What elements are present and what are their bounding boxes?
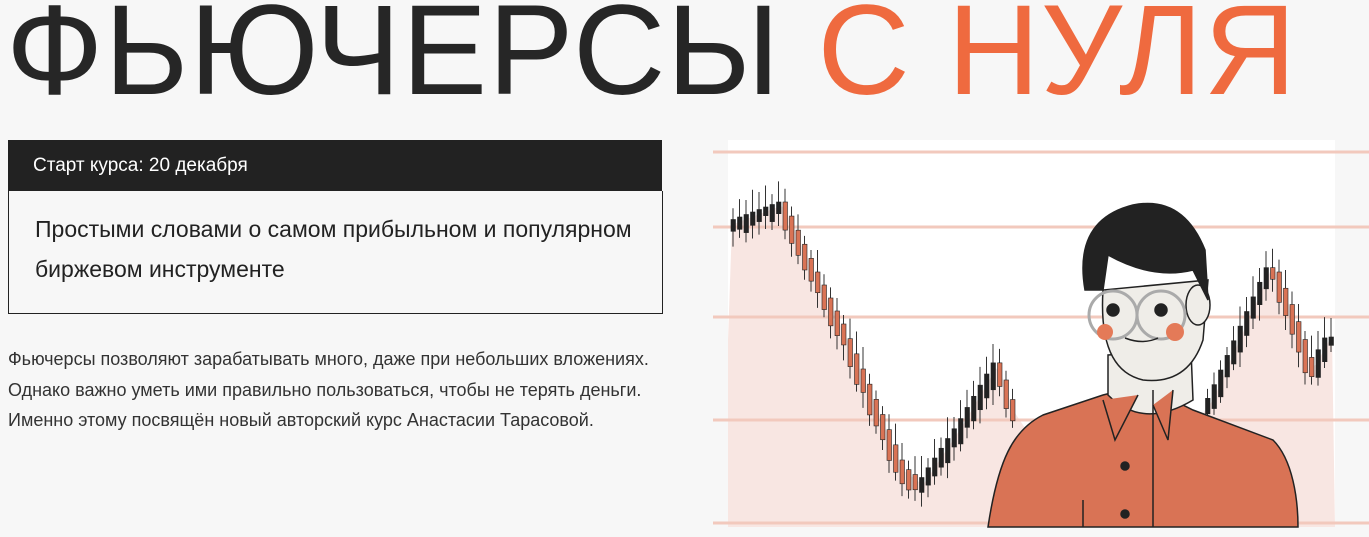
candle-body — [1205, 398, 1211, 415]
candle-body — [795, 229, 801, 256]
candle-body — [763, 206, 769, 216]
candle-body — [841, 323, 847, 346]
candle-body — [828, 297, 834, 327]
candle-body — [899, 459, 905, 485]
candle-body — [1237, 325, 1243, 353]
candle-body — [990, 362, 996, 391]
candle-body — [1257, 281, 1263, 305]
person-icon — [987, 202, 1299, 528]
candle-body — [886, 429, 892, 461]
candle-body — [964, 407, 970, 428]
candle-body — [815, 271, 821, 294]
candle-body — [1218, 369, 1224, 398]
candle-body — [756, 209, 762, 222]
candle-body — [1302, 339, 1308, 374]
candlestick-chart — [730, 181, 1334, 507]
candle-body — [919, 477, 925, 493]
candle-body — [1250, 296, 1256, 319]
candle-body — [951, 428, 957, 448]
candle-body — [737, 216, 743, 230]
candle-body — [1309, 357, 1315, 377]
candle-body — [1244, 311, 1250, 336]
candle-body — [743, 214, 749, 233]
candle-body — [1328, 336, 1334, 346]
candle-body — [880, 414, 886, 441]
candle-body — [1263, 267, 1269, 290]
candle-body — [867, 383, 873, 416]
candle-body — [945, 438, 951, 464]
candle-body — [1322, 337, 1328, 363]
candle-body — [1270, 267, 1276, 280]
candle-body — [1010, 399, 1016, 422]
candle-body — [873, 399, 879, 427]
candle-body — [834, 310, 840, 336]
candle-body — [854, 353, 860, 385]
candle-body — [1003, 379, 1009, 409]
candle-body — [906, 469, 912, 491]
candle-body — [997, 362, 1003, 387]
title-main: ФЬЮЧЕРСЫ — [6, 0, 781, 122]
candle-body — [958, 418, 964, 445]
candle-body — [821, 284, 827, 310]
course-lead: Простыми словами о самом прибыльном и по… — [8, 191, 663, 314]
candle-body — [984, 373, 990, 399]
candle-body — [1211, 384, 1217, 409]
candle-body — [912, 474, 918, 491]
candle-body — [808, 258, 814, 282]
candle-body — [769, 204, 775, 222]
course-description: Фьючерсы позволяют зарабатывать много, д… — [8, 349, 649, 430]
candle-body — [782, 201, 788, 231]
candle-body — [860, 368, 866, 393]
title-accent: С НУЛЯ — [817, 0, 1298, 122]
candle-body — [893, 444, 899, 473]
candle-body — [789, 215, 795, 244]
candle-body — [776, 201, 782, 214]
course-start-banner: Старт курса: 20 декабря — [8, 140, 662, 191]
candle-body — [977, 384, 983, 411]
candle-body — [1289, 304, 1295, 335]
candle-body — [932, 457, 938, 477]
candle-body — [1315, 349, 1321, 378]
candle-body — [802, 243, 808, 271]
candle-body — [938, 447, 944, 468]
candle-body — [847, 338, 853, 367]
candle-body — [925, 467, 931, 486]
candle-body — [730, 219, 736, 232]
candle-body — [1231, 340, 1237, 365]
candle-body — [1276, 271, 1282, 303]
candle-body — [1296, 321, 1302, 353]
candle-body — [1224, 355, 1230, 378]
candle-body — [750, 211, 756, 226]
candle-body — [971, 395, 977, 422]
page-title: ФЬЮЧЕРСЫ С НУЛЯ — [6, 0, 1297, 116]
trader-illustration — [713, 140, 1369, 528]
candle-body — [1283, 287, 1289, 316]
